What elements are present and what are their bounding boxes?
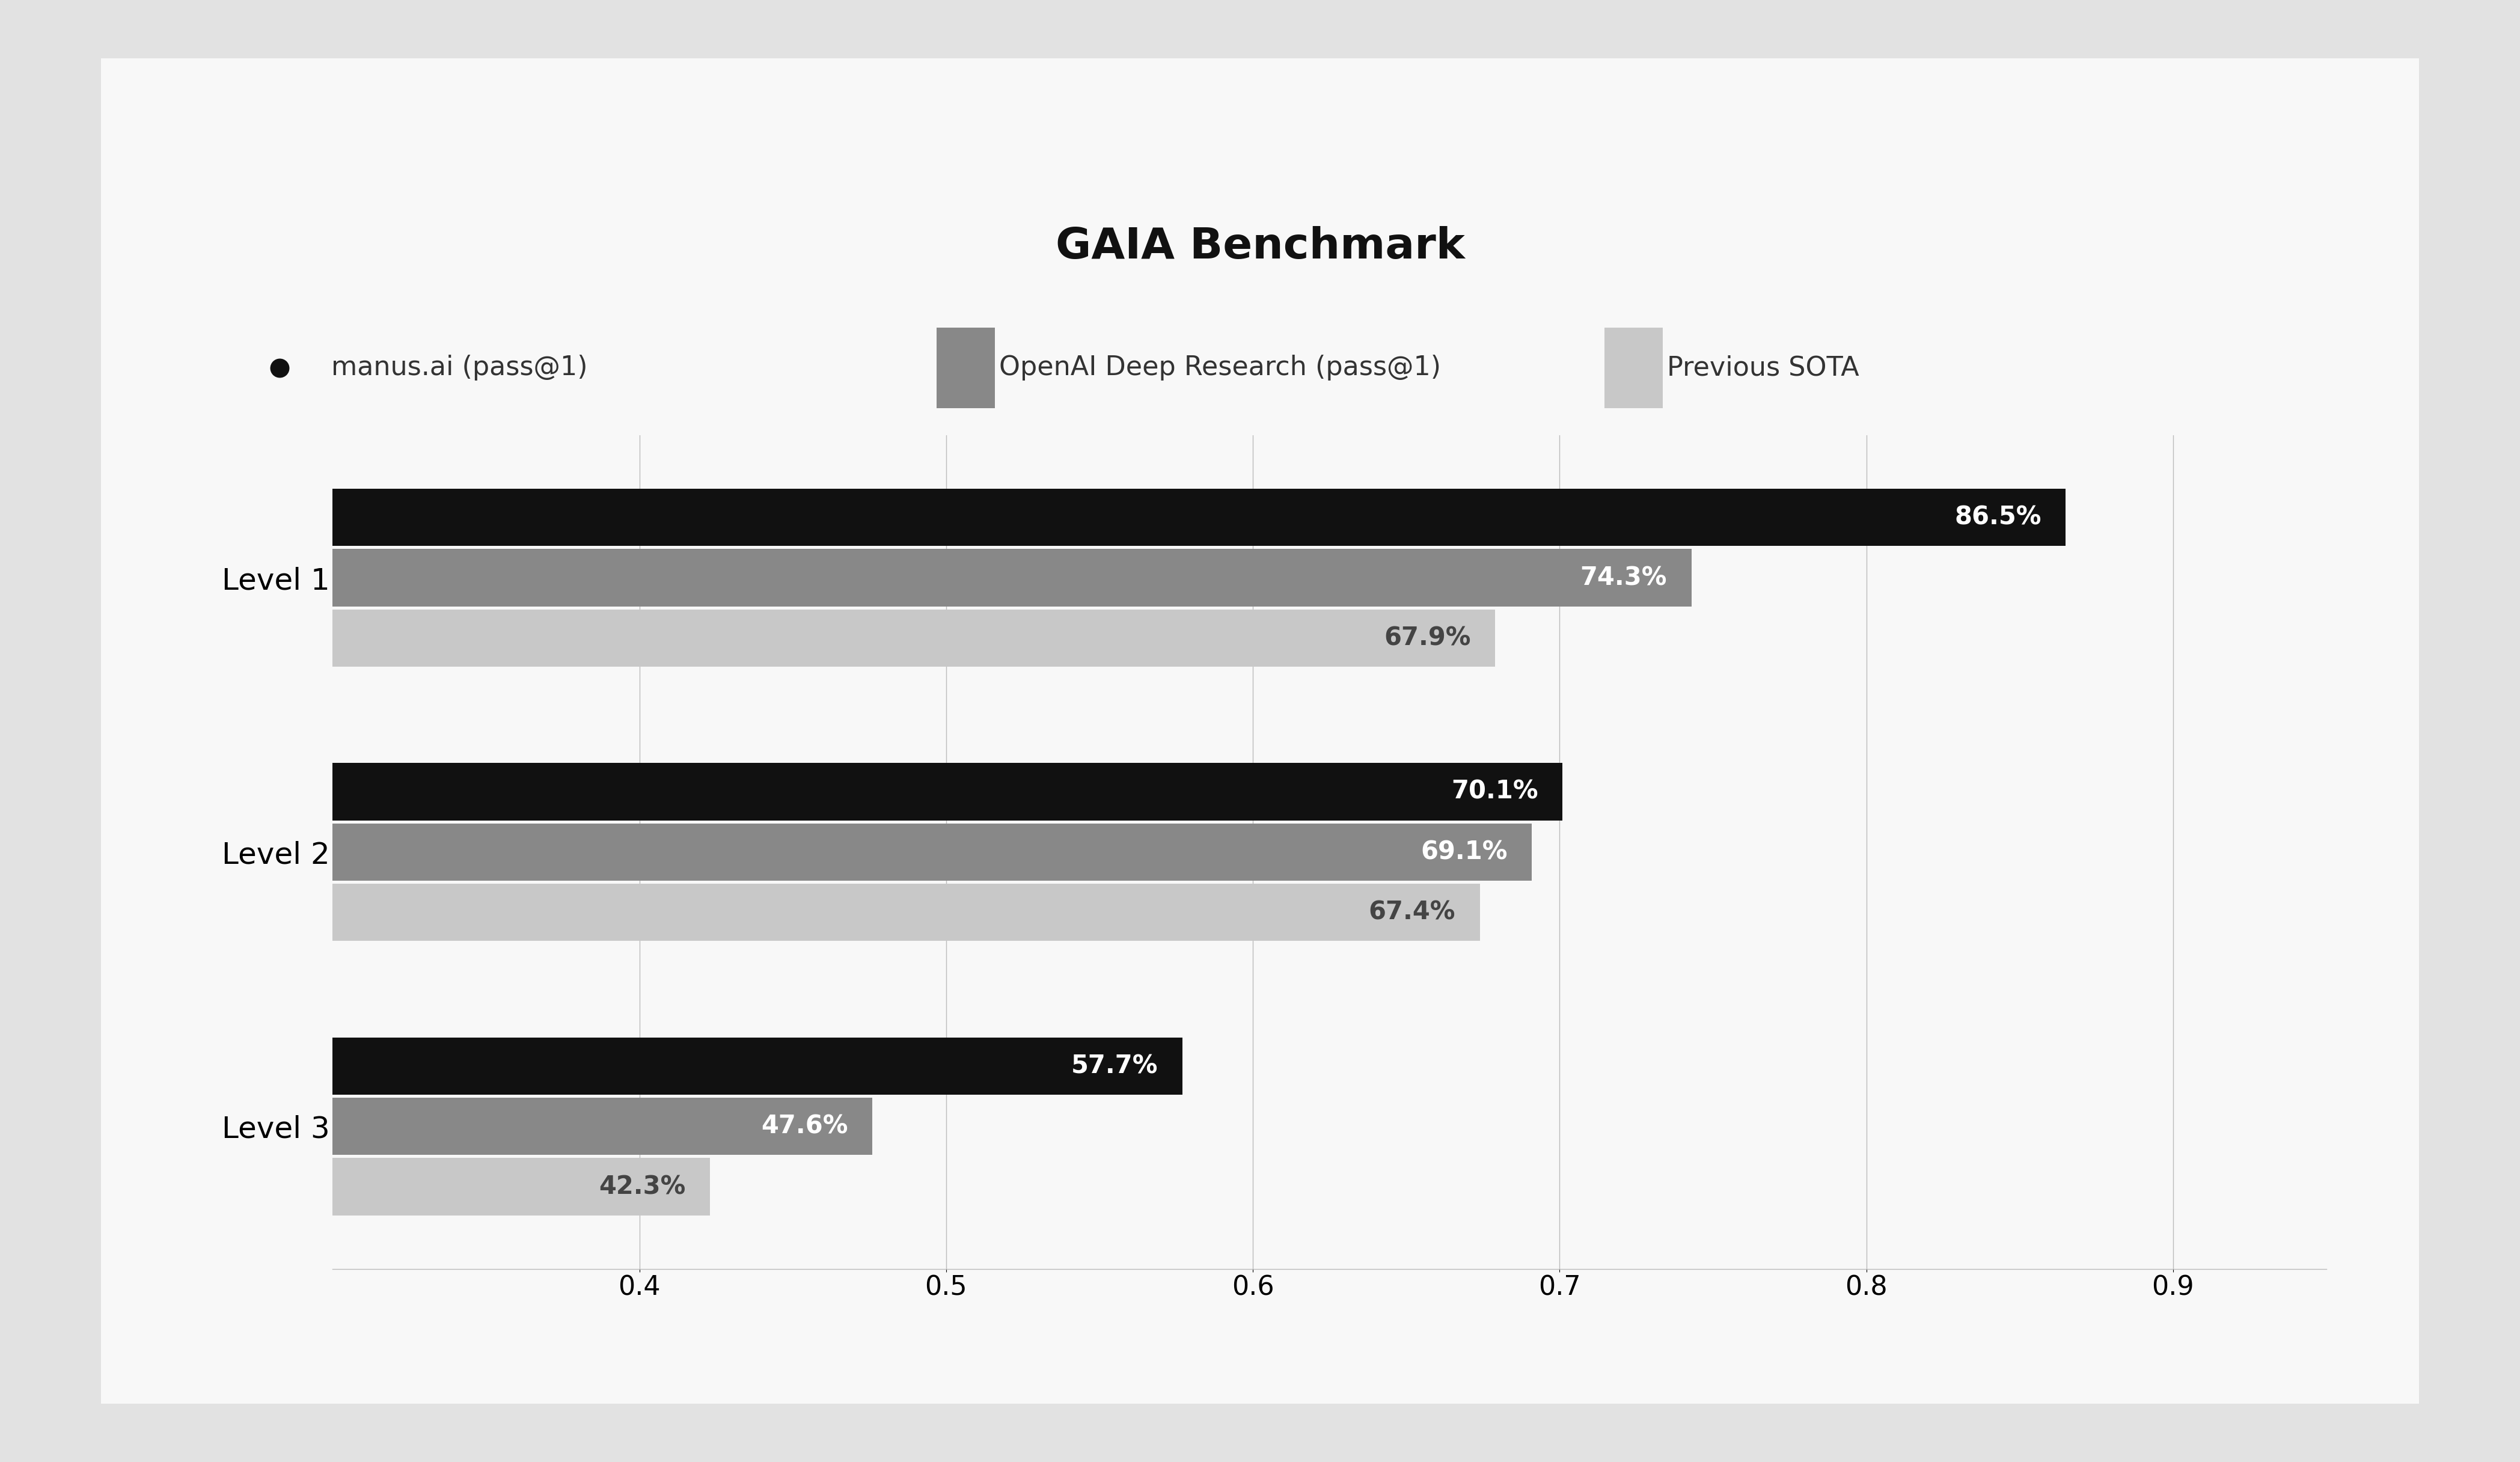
Text: 42.3%: 42.3% bbox=[600, 1174, 685, 1199]
Text: 47.6%: 47.6% bbox=[761, 1114, 847, 1139]
Text: 86.5%: 86.5% bbox=[1956, 504, 2041, 531]
Text: 67.9%: 67.9% bbox=[1383, 626, 1472, 651]
Bar bbox=[0, 763, 1562, 820]
Bar bbox=[0, 610, 1494, 667]
Text: 69.1%: 69.1% bbox=[1421, 839, 1507, 864]
Text: 57.7%: 57.7% bbox=[1071, 1054, 1157, 1079]
Bar bbox=[0, 1098, 872, 1155]
Text: 74.3%: 74.3% bbox=[1580, 566, 1666, 591]
Text: 67.4%: 67.4% bbox=[1368, 899, 1457, 925]
Bar bbox=[0, 823, 1532, 880]
Bar bbox=[0, 488, 2066, 545]
Bar bbox=[0, 550, 1691, 607]
Text: GAIA Benchmark: GAIA Benchmark bbox=[1056, 227, 1464, 268]
Text: 70.1%: 70.1% bbox=[1452, 779, 1537, 804]
FancyBboxPatch shape bbox=[937, 327, 995, 408]
FancyBboxPatch shape bbox=[1605, 327, 1663, 408]
Bar bbox=[0, 1038, 1182, 1095]
Bar bbox=[0, 1158, 711, 1215]
Text: OpenAI Deep Research (pass@1): OpenAI Deep Research (pass@1) bbox=[998, 355, 1441, 380]
Text: Previous SOTA: Previous SOTA bbox=[1666, 355, 1860, 380]
Bar bbox=[0, 883, 1479, 942]
Text: manus.ai (pass@1): manus.ai (pass@1) bbox=[333, 355, 587, 380]
